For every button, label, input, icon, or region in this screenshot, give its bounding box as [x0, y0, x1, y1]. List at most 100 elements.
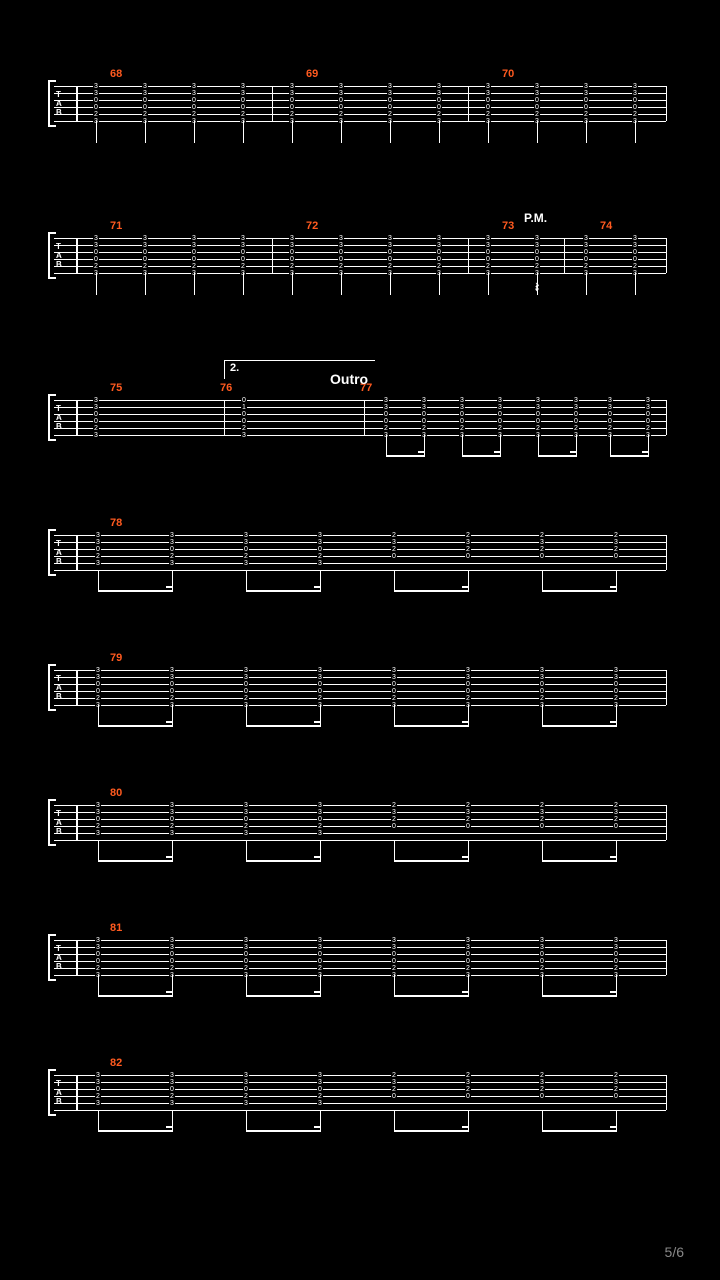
fret-number: 3 — [539, 944, 545, 951]
barline — [468, 86, 469, 121]
fret-number: 3 — [465, 674, 471, 681]
fret-number: 2 — [243, 553, 249, 560]
fret-number: 3 — [534, 235, 540, 242]
fret-number: 2 — [391, 1072, 397, 1079]
beam — [542, 590, 617, 592]
barline — [76, 238, 78, 273]
fret-number: 0 — [243, 681, 249, 688]
fret-number: 0 — [243, 546, 249, 553]
fret-number: 2 — [391, 546, 397, 553]
fret-number: 3 — [142, 235, 148, 242]
fret-number: 0 — [583, 104, 589, 111]
beam-secondary — [610, 856, 617, 858]
fret-number: 3 — [95, 539, 101, 546]
fret-number: 2 — [317, 553, 323, 560]
tab-clef: TAB — [56, 1075, 72, 1110]
fret-number: 0 — [632, 97, 638, 104]
fret-number: 0 — [169, 816, 175, 823]
barline — [76, 86, 78, 121]
fret-number: 2 — [465, 816, 471, 823]
staff-lines — [54, 805, 666, 840]
note-stem — [246, 570, 247, 590]
note-stem — [538, 435, 539, 455]
fret-number: 0 — [613, 1093, 619, 1100]
fret-number: 2 — [459, 425, 465, 432]
fret-number: 3 — [632, 83, 638, 90]
fret-number: 3 — [191, 242, 197, 249]
fret-number: 0 — [497, 418, 503, 425]
note-stem — [610, 435, 611, 455]
beam — [394, 590, 469, 592]
fret-number: 2 — [169, 695, 175, 702]
barline — [224, 400, 225, 435]
fret-number: 0 — [169, 1086, 175, 1093]
fret-number: 0 — [534, 97, 540, 104]
fret-number: 0 — [338, 256, 344, 263]
beam — [98, 860, 173, 862]
fret-number: 3 — [240, 235, 246, 242]
beam-secondary — [166, 991, 173, 993]
fret-number: 2 — [240, 111, 246, 118]
fret-number: 0 — [391, 951, 397, 958]
fret-number: 2 — [93, 111, 99, 118]
fret-number: 2 — [539, 1086, 545, 1093]
fret-number: 0 — [583, 97, 589, 104]
tab-clef: TAB — [56, 940, 72, 975]
note-stem — [586, 273, 587, 295]
fret-number: 3 — [169, 674, 175, 681]
beam-secondary — [494, 451, 501, 453]
fret-number: 0 — [539, 553, 545, 560]
fret-number: 2 — [391, 802, 397, 809]
fret-number: 0 — [95, 546, 101, 553]
fret-number: 3 — [317, 802, 323, 809]
beam — [542, 860, 617, 862]
fret-number: 0 — [485, 256, 491, 263]
fret-number: 3 — [169, 539, 175, 546]
fret-number: 3 — [95, 937, 101, 944]
fret-number: 3 — [317, 809, 323, 816]
fret-number: 3 — [465, 667, 471, 674]
fret-number: 3 — [485, 235, 491, 242]
measure-number: 68 — [110, 68, 122, 80]
beam — [394, 1130, 469, 1132]
fret-number: 0 — [421, 418, 427, 425]
note-stem — [243, 121, 244, 143]
note-stem — [439, 273, 440, 295]
fret-number: 3 — [632, 242, 638, 249]
fret-number: 3 — [93, 83, 99, 90]
fret-number: 0 — [93, 411, 99, 418]
fret-number: 3 — [535, 404, 541, 411]
fret-number: 0 — [241, 418, 247, 425]
note-stem — [542, 705, 543, 725]
beam — [394, 860, 469, 862]
fret-number: 0 — [391, 553, 397, 560]
fret-number: 0 — [317, 951, 323, 958]
fret-number: 0 — [93, 256, 99, 263]
fret-number: 0 — [534, 104, 540, 111]
fret-number: 0 — [142, 104, 148, 111]
fret-number: 2 — [613, 1072, 619, 1079]
fret-number: 0 — [465, 681, 471, 688]
note-stem — [394, 840, 395, 860]
fret-number: 3 — [613, 944, 619, 951]
barline — [666, 86, 667, 121]
fret-number: 2 — [436, 263, 442, 270]
fret-number: 2 — [421, 425, 427, 432]
fret-number: 2 — [583, 111, 589, 118]
fret-number: 2 — [243, 965, 249, 972]
fret-number: 2 — [95, 823, 101, 830]
note-stem — [635, 121, 636, 143]
fret-number: 2 — [142, 263, 148, 270]
fret-number: 0 — [317, 1086, 323, 1093]
note-stem — [341, 273, 342, 295]
fret-number: 3 — [93, 242, 99, 249]
page-number: 5/6 — [665, 1244, 684, 1260]
fret-number: 3 — [169, 944, 175, 951]
fret-number: 2 — [338, 263, 344, 270]
fret-number: 0 — [169, 951, 175, 958]
fret-number: 3 — [465, 937, 471, 944]
tab-clef: TAB — [56, 805, 72, 840]
fret-number: 0 — [421, 411, 427, 418]
fret-number: 3 — [95, 944, 101, 951]
fret-number: 3 — [338, 90, 344, 97]
